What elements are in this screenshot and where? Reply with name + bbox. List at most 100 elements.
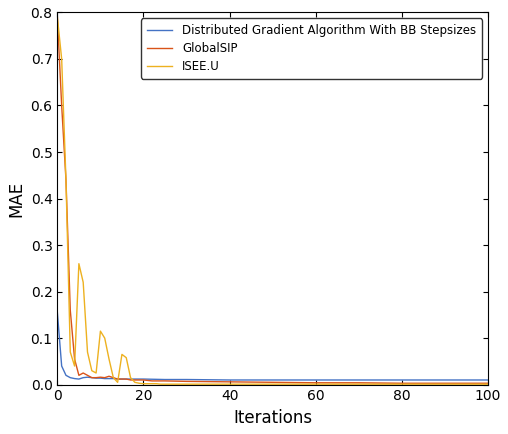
GlobalSIP — [140, 378, 146, 383]
Y-axis label: MAE: MAE — [7, 181, 25, 217]
ISEE.U — [93, 370, 99, 375]
Distributed Gradient Algorithm With BB Stepsizes — [72, 376, 78, 381]
GlobalSIP — [356, 380, 362, 385]
ISEE.U — [140, 381, 146, 386]
ISEE.U — [67, 349, 73, 355]
ISEE.U — [106, 356, 112, 362]
Distributed Gradient Algorithm With BB Stepsizes — [399, 378, 405, 383]
ISEE.U — [179, 381, 185, 387]
ISEE.U — [166, 381, 172, 387]
ISEE.U — [485, 381, 491, 387]
ISEE.U — [356, 381, 362, 387]
Distributed Gradient Algorithm With BB Stepsizes — [227, 378, 233, 383]
ISEE.U — [89, 368, 95, 373]
Distributed Gradient Algorithm With BB Stepsizes — [76, 376, 82, 381]
Distributed Gradient Algorithm With BB Stepsizes — [67, 375, 73, 380]
ISEE.U — [84, 349, 90, 355]
Distributed Gradient Algorithm With BB Stepsizes — [183, 377, 189, 382]
ISEE.U — [110, 375, 116, 380]
GlobalSIP — [399, 381, 405, 386]
Distributed Gradient Algorithm With BB Stepsizes — [136, 376, 142, 381]
Distributed Gradient Algorithm With BB Stepsizes — [93, 375, 99, 381]
ISEE.U — [72, 363, 78, 368]
GlobalSIP — [162, 378, 168, 384]
ISEE.U — [442, 381, 448, 387]
ISEE.U — [136, 381, 142, 386]
Line: ISEE.U: ISEE.U — [57, 17, 488, 384]
Distributed Gradient Algorithm With BB Stepsizes — [485, 378, 491, 383]
GlobalSIP — [227, 379, 233, 385]
Distributed Gradient Algorithm With BB Stepsizes — [54, 310, 60, 315]
GlobalSIP — [119, 376, 125, 381]
Distributed Gradient Algorithm With BB Stepsizes — [110, 376, 116, 381]
GlobalSIP — [149, 378, 155, 384]
ISEE.U — [102, 335, 108, 341]
GlobalSIP — [183, 379, 189, 384]
GlobalSIP — [93, 375, 99, 380]
GlobalSIP — [76, 373, 82, 378]
Distributed Gradient Algorithm With BB Stepsizes — [80, 375, 86, 380]
GlobalSIP — [123, 376, 130, 381]
Distributed Gradient Algorithm With BB Stepsizes — [270, 378, 276, 383]
Distributed Gradient Algorithm With BB Stepsizes — [98, 375, 104, 381]
Line: GlobalSIP: GlobalSIP — [57, 17, 488, 383]
ISEE.U — [270, 381, 276, 387]
GlobalSIP — [54, 14, 60, 20]
GlobalSIP — [102, 375, 108, 380]
ISEE.U — [145, 381, 151, 386]
GlobalSIP — [128, 378, 134, 383]
ISEE.U — [171, 381, 177, 387]
Distributed Gradient Algorithm With BB Stepsizes — [442, 378, 448, 383]
GlobalSIP — [58, 103, 65, 108]
ISEE.U — [58, 56, 65, 62]
GlobalSIP — [312, 380, 319, 385]
ISEE.U — [63, 178, 69, 183]
GlobalSIP — [80, 370, 86, 375]
GlobalSIP — [89, 375, 95, 380]
ISEE.U — [76, 261, 82, 266]
ISEE.U — [80, 279, 86, 285]
Distributed Gradient Algorithm With BB Stepsizes — [58, 363, 65, 368]
ISEE.U — [175, 381, 181, 387]
Distributed Gradient Algorithm With BB Stepsizes — [63, 373, 69, 378]
Line: Distributed Gradient Algorithm With BB Stepsizes: Distributed Gradient Algorithm With BB S… — [57, 312, 488, 380]
ISEE.U — [157, 381, 164, 387]
Distributed Gradient Algorithm With BB Stepsizes — [356, 378, 362, 383]
ISEE.U — [162, 381, 168, 387]
Distributed Gradient Algorithm With BB Stepsizes — [123, 376, 130, 381]
Distributed Gradient Algorithm With BB Stepsizes — [119, 376, 125, 381]
ISEE.U — [183, 381, 189, 387]
GlobalSIP — [136, 378, 142, 383]
X-axis label: Iterations: Iterations — [233, 409, 312, 427]
ISEE.U — [119, 352, 125, 357]
Distributed Gradient Algorithm With BB Stepsizes — [132, 376, 138, 381]
GlobalSIP — [485, 381, 491, 386]
Distributed Gradient Algorithm With BB Stepsizes — [84, 375, 90, 380]
ISEE.U — [128, 375, 134, 380]
ISEE.U — [115, 380, 121, 385]
ISEE.U — [132, 380, 138, 385]
Distributed Gradient Algorithm With BB Stepsizes — [140, 376, 146, 381]
ISEE.U — [98, 329, 104, 334]
Distributed Gradient Algorithm With BB Stepsizes — [106, 376, 112, 381]
ISEE.U — [205, 381, 211, 387]
GlobalSIP — [442, 381, 448, 386]
ISEE.U — [123, 355, 130, 360]
ISEE.U — [312, 381, 319, 387]
ISEE.U — [227, 381, 233, 387]
GlobalSIP — [115, 376, 121, 381]
GlobalSIP — [67, 308, 73, 313]
ISEE.U — [153, 381, 160, 386]
GlobalSIP — [63, 178, 69, 183]
GlobalSIP — [98, 375, 104, 380]
ISEE.U — [399, 381, 405, 387]
ISEE.U — [149, 381, 155, 386]
GlobalSIP — [132, 378, 138, 383]
GlobalSIP — [72, 356, 78, 362]
GlobalSIP — [84, 373, 90, 378]
GlobalSIP — [106, 374, 112, 379]
Distributed Gradient Algorithm With BB Stepsizes — [162, 377, 168, 382]
Distributed Gradient Algorithm With BB Stepsizes — [312, 378, 319, 383]
Distributed Gradient Algorithm With BB Stepsizes — [102, 376, 108, 381]
GlobalSIP — [270, 380, 276, 385]
